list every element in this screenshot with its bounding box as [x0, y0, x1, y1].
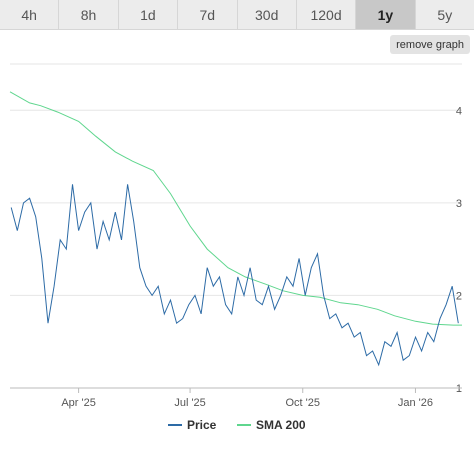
- timeframe-tabs: 4h 8h 1d 7d 30d 120d 1y 5y: [0, 0, 474, 30]
- x-tick-label: Jan '26: [398, 397, 433, 409]
- y-tick-label: 3: [456, 198, 462, 210]
- y-tick-label: 1: [456, 383, 462, 395]
- tab-5y[interactable]: 5y: [415, 0, 474, 29]
- tab-7d[interactable]: 7d: [178, 0, 238, 29]
- x-tick-label: Apr '25: [61, 397, 96, 409]
- tab-8h[interactable]: 8h: [59, 0, 119, 29]
- series-line-sma-200: [9, 91, 462, 326]
- price-chart: 1 2 3 4 Apr '25 Jul '25 Oct '25 Jan '26 Price S…: [9, 63, 462, 432]
- x-tick-label: Jul '25: [174, 397, 205, 409]
- tab-1d[interactable]: 1d: [118, 0, 179, 29]
- tab-30d[interactable]: 30d: [237, 0, 297, 29]
- x-axis: Apr '25 Jul '25 Oct '25 Jan '26: [10, 387, 462, 409]
- x-tick-label: Oct '25: [286, 397, 321, 409]
- tab-4h[interactable]: 4h: [0, 0, 60, 29]
- chart-legend: Price SMA 200: [168, 418, 306, 432]
- legend-item-sma-200[interactable]: SMA 200: [256, 418, 306, 432]
- tab-120d[interactable]: 120d: [296, 0, 357, 29]
- y-axis: 1 2 3 4: [456, 105, 462, 395]
- series-line-price: [10, 184, 459, 367]
- tab-1y[interactable]: 1y: [356, 0, 416, 29]
- y-tick-label: 2: [456, 290, 462, 302]
- remove-graph-button[interactable]: remove graph: [390, 35, 470, 54]
- y-tick-label: 4: [456, 105, 462, 117]
- legend-item-price[interactable]: Price: [187, 418, 217, 432]
